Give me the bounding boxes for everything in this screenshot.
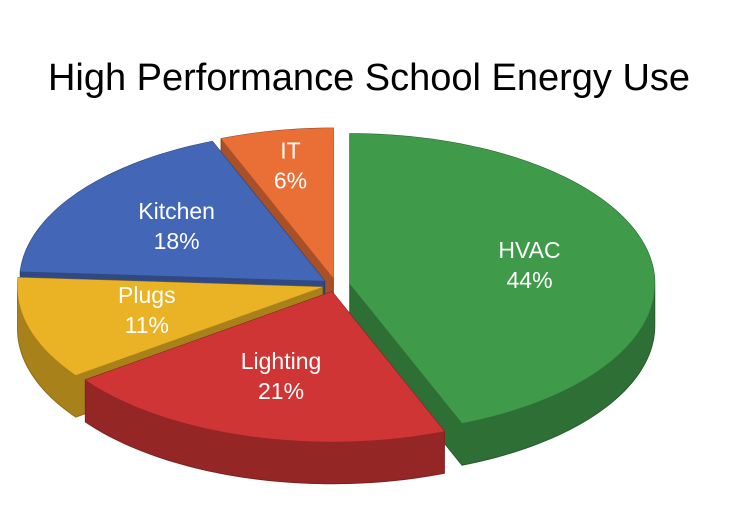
- slice: [349, 133, 655, 424]
- slice-value-label: 44%: [506, 267, 552, 293]
- slice-label: Plugs: [118, 282, 176, 308]
- slice-label: HVAC: [498, 237, 560, 263]
- slice-label: Kitchen: [138, 198, 215, 224]
- slice-value-label: 11%: [125, 312, 169, 338]
- slice-label: IT: [280, 138, 300, 164]
- slice-value-label: 21%: [258, 378, 304, 404]
- slice: [85, 291, 445, 442]
- slice-value-label: 6%: [274, 168, 307, 194]
- pie-tops: [17, 128, 655, 442]
- slice: [17, 277, 323, 376]
- slice: [20, 141, 325, 281]
- slice: [221, 128, 334, 279]
- chart-title: High Performance School Energy Use: [48, 57, 690, 99]
- slice-value-label: 18%: [154, 228, 200, 254]
- pie-labels: HVAC 44% Lighting 21% Plugs 11% Kitchen 18% IT 6%: [118, 138, 561, 405]
- slice-label: Lighting: [241, 348, 322, 374]
